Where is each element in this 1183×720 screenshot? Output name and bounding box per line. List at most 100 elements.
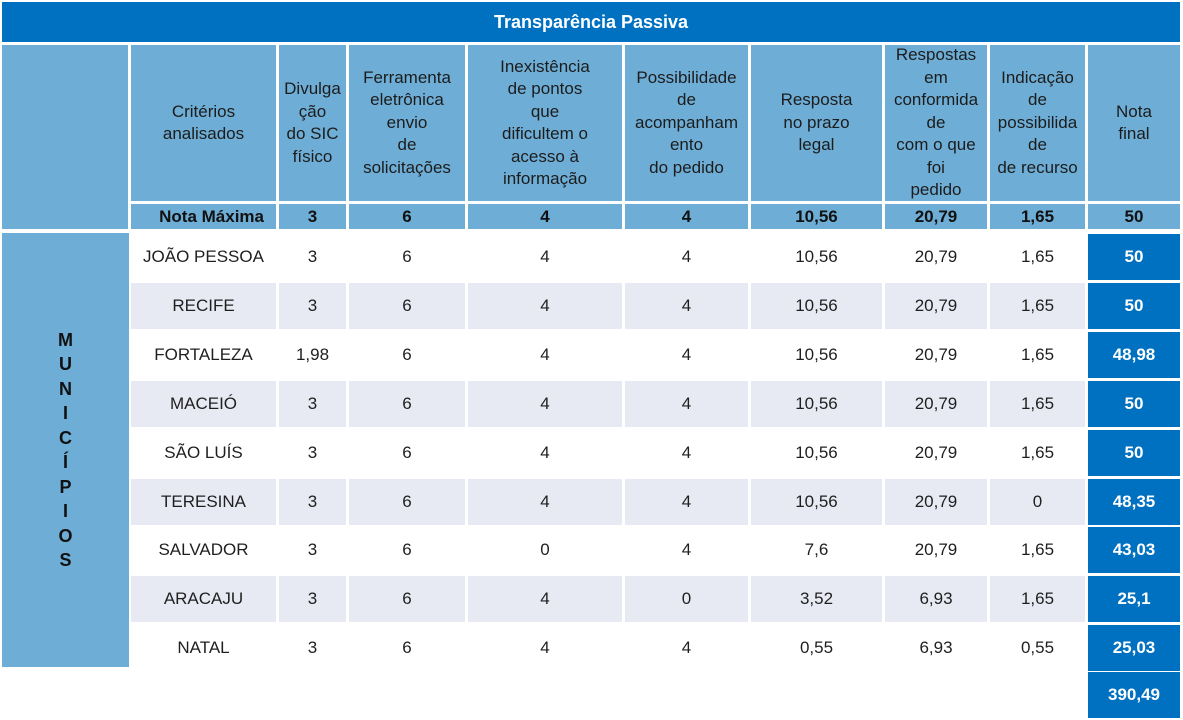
table-cell: 4 — [681, 443, 692, 462]
side-label-letter: U — [59, 354, 72, 374]
nota-maxima-cell: 1,65 — [990, 204, 1085, 229]
nota-maxima-cell: 50 — [1088, 204, 1180, 229]
nota-maxima-cell: 20,79 — [885, 204, 987, 229]
table-cell: 4 — [625, 283, 748, 329]
table-cell: 3 — [279, 479, 346, 525]
nota-maxima-cell: 10,56 — [751, 204, 882, 229]
table-cell: 0 — [990, 479, 1085, 525]
table-cell: 6 — [349, 479, 465, 525]
row-nota-final: 50 — [1088, 381, 1180, 427]
table-cell: 6 — [402, 247, 412, 266]
table-cell: 3,52 — [751, 576, 882, 622]
table-cell: 4 — [468, 479, 622, 525]
table-cell: 3 — [279, 381, 346, 427]
nota-maxima-cell: 3 — [279, 204, 346, 229]
table-cell: 10,56 — [751, 479, 882, 525]
table-cell: 1,65 — [990, 381, 1085, 427]
table-cell: 20,79 — [885, 381, 987, 427]
row-nota-final: 48,98 — [1088, 332, 1180, 378]
table-cell: 4 — [625, 381, 748, 427]
column-header: Inexistência de pontos que dificultem o … — [468, 45, 622, 201]
row-municipio-name: MACEIÓ — [131, 381, 276, 427]
table-cell: 4 — [468, 283, 622, 329]
row-municipio-name: FORTALEZA — [154, 345, 253, 364]
column-header: Critérios analisados — [131, 45, 276, 201]
table-cell: 4 — [625, 479, 748, 525]
table-cell: 6,93 — [885, 576, 987, 622]
table-cell: 6,93 — [919, 638, 953, 657]
column-header: Nota final — [1088, 45, 1180, 201]
table-cell: 3 — [307, 443, 318, 462]
table-cell: 20,79 — [914, 540, 958, 559]
table-cell: 0 — [540, 540, 550, 559]
table-cell: 6 — [349, 576, 465, 622]
table-cell: 4 — [540, 247, 550, 266]
side-label-letter: I — [62, 403, 68, 423]
side-label-letter: O — [58, 525, 73, 546]
table-cell: 0,55 — [799, 638, 834, 657]
table-cell: 10,56 — [751, 381, 882, 427]
side-label-letter: P — [59, 476, 72, 497]
header-corner — [2, 45, 128, 229]
side-label-letter: M — [58, 329, 73, 350]
side-label-letter: Í — [62, 452, 68, 472]
column-header: Respostas em conformida de com o que foi… — [885, 45, 987, 201]
table-cell: 6 — [402, 638, 412, 657]
table-cell: 4 — [681, 638, 692, 657]
table-cell: 4 — [540, 345, 550, 364]
table-cell: 1,65 — [990, 576, 1085, 622]
table-cell: 4 — [681, 345, 692, 364]
table-title: Transparência Passiva — [2, 2, 1180, 42]
row-municipio-name: NATAL — [177, 638, 230, 657]
table-cell: 20,79 — [914, 443, 958, 462]
side-label-letter: I — [62, 501, 68, 521]
table-cell: 4 — [681, 540, 692, 559]
column-header: Ferramenta eletrônica envio de solicitaç… — [349, 45, 465, 201]
table-cell: 3 — [279, 283, 346, 329]
table-cell: 0,55 — [1020, 638, 1055, 657]
table-cell: 6 — [402, 540, 412, 559]
row-municipio-name: SALVADOR — [158, 540, 249, 559]
total-nota-final: 390,49 — [1088, 672, 1180, 718]
table-cell: 0 — [625, 576, 748, 622]
table-cell: 1,65 — [1020, 345, 1055, 364]
table-cell: 3 — [307, 638, 318, 657]
table-cell: 6 — [349, 283, 465, 329]
table-cell: 1,65 — [1020, 540, 1055, 559]
row-municipio-name: ARACAJU — [131, 576, 276, 622]
row-municipio-name: RECIFE — [131, 283, 276, 329]
row-municipio-name: TERESINA — [131, 479, 276, 525]
row-nota-final: 25,1 — [1088, 576, 1180, 622]
table-cell: 10,56 — [795, 443, 838, 462]
row-nota-final: 50 — [1088, 234, 1180, 280]
table-cell: 1,65 — [990, 283, 1085, 329]
nota-maxima-cell: 4 — [468, 204, 622, 229]
table-cell: 3 — [279, 576, 346, 622]
table-cell: 10,56 — [751, 283, 882, 329]
row-nota-final: 48,35 — [1088, 479, 1180, 525]
table-cell: 10,56 — [795, 345, 838, 364]
table-cell: 20,79 — [885, 283, 987, 329]
column-header: Divulga ção do SIC físico — [279, 45, 346, 201]
row-municipio-name: SÃO LUÍS — [164, 443, 243, 462]
side-label-letter: C — [59, 427, 72, 448]
table-cell: 4 — [540, 443, 550, 462]
table-cell: 7,6 — [804, 540, 829, 559]
table-cell: 1,65 — [1020, 443, 1055, 462]
table-cell: 4 — [468, 381, 622, 427]
column-header: Resposta no prazo legal — [751, 45, 882, 201]
side-label-letter: S — [59, 550, 72, 570]
row-municipio-name: JOÃO PESSOA — [143, 247, 264, 266]
table-cell: 6 — [402, 345, 412, 364]
table-cell: 1,65 — [1020, 247, 1055, 266]
table-cell: 10,56 — [795, 247, 838, 266]
row-nota-final: 50 — [1088, 430, 1180, 476]
table-cell: 20,79 — [885, 479, 987, 525]
row-nota-final: 50 — [1088, 283, 1180, 329]
table-cell: 3 — [307, 540, 318, 559]
table-cell: 3 — [307, 247, 318, 266]
table-cell: 4 — [540, 638, 550, 657]
column-header: Indicação de possibilida de de recurso — [990, 45, 1085, 201]
table-cell: 1,98 — [295, 345, 330, 364]
